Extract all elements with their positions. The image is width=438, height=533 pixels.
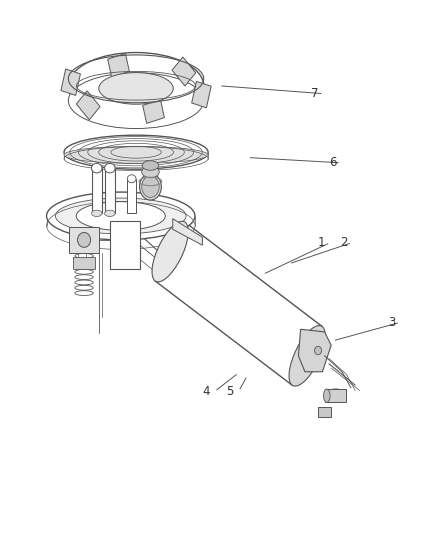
Text: 6: 6 (329, 156, 336, 169)
Ellipse shape (127, 175, 136, 183)
Ellipse shape (56, 198, 186, 234)
Polygon shape (61, 69, 81, 95)
Text: 5: 5 (226, 385, 233, 398)
Ellipse shape (76, 201, 165, 230)
Ellipse shape (142, 176, 159, 197)
Ellipse shape (324, 389, 330, 402)
Bar (73, 257, 95, 269)
Bar (110, 221, 140, 269)
Ellipse shape (64, 135, 208, 169)
Bar (92, 168, 102, 213)
Polygon shape (155, 222, 322, 385)
Ellipse shape (314, 346, 321, 355)
Text: 2: 2 (340, 236, 347, 249)
Ellipse shape (92, 210, 102, 216)
Ellipse shape (289, 326, 325, 386)
Ellipse shape (64, 147, 208, 164)
Ellipse shape (92, 164, 102, 173)
Ellipse shape (105, 210, 115, 216)
Bar (318, 407, 331, 417)
Bar (325, 389, 346, 402)
Ellipse shape (140, 173, 161, 200)
Polygon shape (192, 82, 211, 108)
Ellipse shape (46, 192, 195, 240)
Ellipse shape (68, 72, 204, 128)
Polygon shape (76, 91, 100, 120)
Bar (105, 168, 115, 213)
Ellipse shape (99, 72, 173, 104)
Bar (127, 179, 136, 213)
Polygon shape (298, 329, 331, 372)
Polygon shape (143, 100, 164, 124)
Ellipse shape (152, 221, 188, 282)
Polygon shape (172, 57, 196, 86)
Ellipse shape (142, 161, 159, 170)
Bar (69, 227, 99, 253)
Ellipse shape (325, 389, 346, 402)
Ellipse shape (68, 53, 204, 119)
Polygon shape (173, 219, 202, 245)
Ellipse shape (142, 166, 159, 177)
Text: 3: 3 (388, 316, 395, 329)
Text: 7: 7 (311, 87, 319, 100)
Text: 4: 4 (202, 385, 210, 398)
Text: 1: 1 (318, 236, 325, 249)
Ellipse shape (105, 164, 115, 173)
Ellipse shape (78, 232, 91, 247)
Polygon shape (108, 53, 129, 77)
